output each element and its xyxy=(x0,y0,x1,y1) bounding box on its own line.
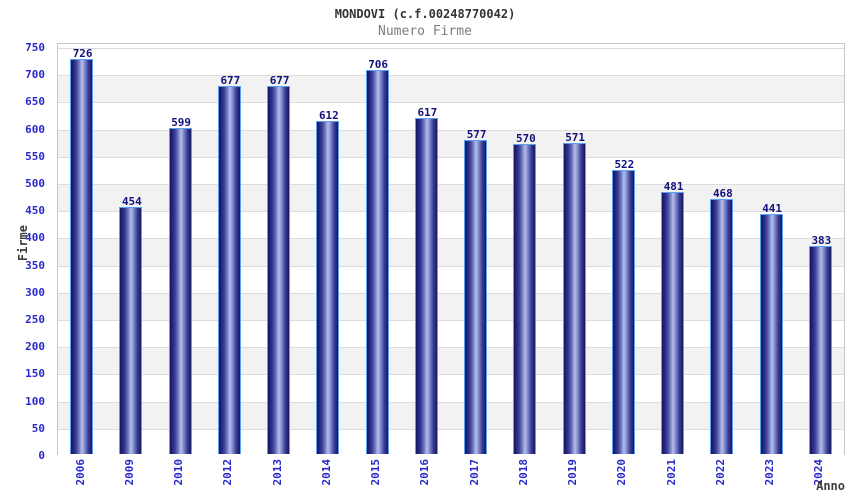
y-tick-label: 100 xyxy=(25,394,45,408)
bar[interactable] xyxy=(759,214,783,454)
bar-value-label: 599 xyxy=(171,116,192,130)
y-tick-label: 650 xyxy=(25,95,45,109)
gridline xyxy=(58,292,844,294)
y-tick-label: 350 xyxy=(25,258,45,272)
bar-value-label: 522 xyxy=(614,158,635,172)
gridline xyxy=(58,102,844,104)
x-tick-label: 2017 xyxy=(467,459,481,486)
bar-value-label: 677 xyxy=(220,73,241,87)
y-tick-label: 500 xyxy=(25,177,45,190)
x-tick-label: 2018 xyxy=(516,459,530,486)
plot-area: 726 454 599 677 677 612 706 617 577 570 571 522 481 4… xyxy=(57,43,845,456)
y-tick-label: 450 xyxy=(25,204,45,218)
x-tick-label: 2009 xyxy=(122,459,136,486)
gridline xyxy=(58,75,844,77)
bar[interactable] xyxy=(217,85,241,454)
gridline xyxy=(58,428,844,430)
y-tick-label: 200 xyxy=(25,340,45,354)
y-tick-label: 150 xyxy=(25,367,45,381)
grid-band xyxy=(58,48,844,76)
gridline xyxy=(58,238,844,240)
y-tick-label: 0 xyxy=(38,449,45,462)
chart-subtitle: Numero Firme xyxy=(378,24,472,39)
gridline xyxy=(58,265,844,267)
gridline xyxy=(58,320,844,321)
bar-value-label: 441 xyxy=(762,202,783,216)
x-tick-label: 2016 xyxy=(418,459,432,486)
y-tick-label: 50 xyxy=(31,421,45,435)
x-tick-label: 2012 xyxy=(221,459,235,486)
bar[interactable] xyxy=(168,128,192,454)
y-tick-label: 550 xyxy=(25,149,45,163)
bar[interactable] xyxy=(365,69,389,454)
gridline xyxy=(58,184,844,185)
bar[interactable] xyxy=(119,207,143,454)
y-tick-label: 600 xyxy=(25,122,45,136)
gridline xyxy=(58,48,844,49)
x-tick-label: 2015 xyxy=(369,459,383,486)
bar-value-label: 383 xyxy=(811,233,832,247)
bar[interactable] xyxy=(464,140,488,454)
gridline xyxy=(58,129,844,131)
y-tick-label: 250 xyxy=(25,313,45,326)
y-axis-title: Firme xyxy=(16,225,30,262)
y-axis-ticks: 0 50 100 150 200 250 300 350 400 450 500 550 600 650 7… xyxy=(0,0,51,500)
grid-band xyxy=(58,75,844,103)
bar-value-label: 481 xyxy=(663,180,684,194)
x-tick-label: 2010 xyxy=(172,459,186,486)
y-tick-label: 400 xyxy=(25,231,45,245)
gridline xyxy=(58,374,844,376)
y-tick-label: 750 xyxy=(25,41,45,54)
x-tick-label: 2013 xyxy=(270,459,284,486)
x-tick-label: 2014 xyxy=(319,459,333,486)
bar-value-label: 726 xyxy=(72,47,93,61)
bar[interactable] xyxy=(611,170,635,454)
grid-band xyxy=(58,102,844,130)
bar[interactable] xyxy=(414,118,438,454)
bar[interactable] xyxy=(710,199,734,454)
x-tick-label: 2023 xyxy=(763,459,777,486)
bar-value-label: 577 xyxy=(466,128,487,142)
bar-value-label: 706 xyxy=(368,57,389,71)
x-axis-title: Anno xyxy=(816,479,845,493)
x-tick-label: 2019 xyxy=(566,459,580,486)
bar-value-label: 571 xyxy=(565,131,586,145)
bar-value-label: 612 xyxy=(318,109,339,123)
bar-value-label: 570 xyxy=(515,131,536,145)
x-tick-label: 2022 xyxy=(713,459,727,486)
bar[interactable] xyxy=(513,143,537,454)
bar-value-label: 454 xyxy=(121,195,142,209)
y-tick-label: 700 xyxy=(25,68,45,82)
chart-title: MONDOVI (c.f.00248770042) xyxy=(334,7,516,21)
gridline xyxy=(58,211,844,213)
bar[interactable] xyxy=(808,245,832,454)
bar[interactable] xyxy=(70,59,94,454)
bar[interactable] xyxy=(267,85,291,454)
x-tick-label: 2020 xyxy=(615,459,629,486)
bar-value-label: 617 xyxy=(417,106,438,120)
gridline xyxy=(58,156,844,158)
x-axis-ticks: 2006 2009 2010 2012 2013 2014 2015 2016 2017 2018… xyxy=(57,459,845,499)
bar-value-label: 468 xyxy=(712,187,733,201)
bar-value-label: 677 xyxy=(269,73,290,87)
bar[interactable] xyxy=(562,143,586,454)
bar[interactable] xyxy=(316,121,340,454)
x-tick-label: 2021 xyxy=(664,459,678,486)
y-tick-label: 300 xyxy=(25,285,45,299)
x-tick-label: 2006 xyxy=(73,459,87,486)
bar[interactable] xyxy=(661,192,685,454)
gridline xyxy=(58,401,844,403)
gridline xyxy=(58,347,844,349)
